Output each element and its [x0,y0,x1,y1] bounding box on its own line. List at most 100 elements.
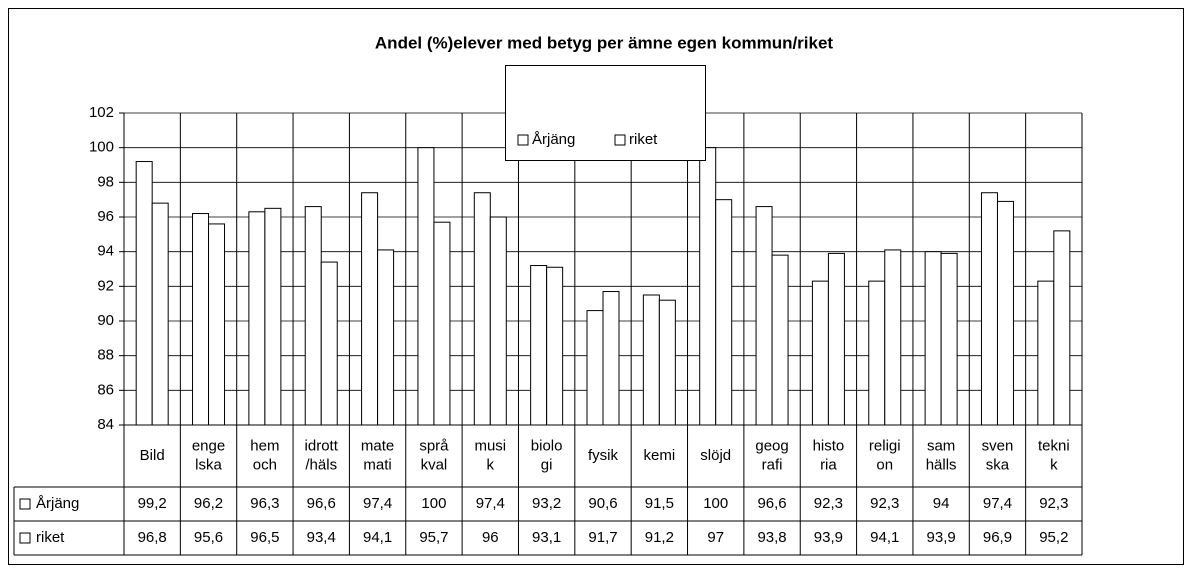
bar [602,291,620,426]
bar [715,199,733,426]
x-tick-label: ska [986,456,1010,473]
bar [473,192,491,426]
table-value: 94 [933,495,950,512]
y-tick-label: 90 [97,312,114,329]
table-value: 93,4 [307,529,336,546]
table-value: 96,2 [194,495,223,512]
bar [361,192,379,426]
bar [135,161,153,426]
bar [192,213,210,426]
x-tick-label: Bild [140,447,165,464]
y-tick-label: 96 [97,208,114,225]
x-tick-label: lska [195,456,222,473]
table-value: 93,2 [532,495,561,512]
table-value: 97,4 [476,495,505,512]
bar [377,249,395,426]
x-tick-label: hem [250,437,279,454]
bar [868,280,886,426]
table-value: 97,4 [363,495,392,512]
x-tick-label: mate [361,437,394,454]
bar [924,251,942,426]
table-value: 90,6 [588,495,617,512]
legend-box [505,65,706,161]
table-value: 97 [707,529,724,546]
table-value: 93,8 [757,529,786,546]
bar [996,200,1014,426]
table-value: 96,6 [757,495,786,512]
x-tick-label: och [253,456,277,473]
y-tick-label: 100 [89,139,114,156]
table-value: 95,2 [1039,529,1068,546]
y-tick-label: 86 [97,381,114,398]
table-value: 95,6 [194,529,223,546]
table-series-name: Årjäng [36,495,79,512]
x-tick-label: biolo [531,437,563,454]
x-tick-label: språ [419,437,449,454]
table-value: 100 [703,495,728,512]
x-tick-label: enge [192,437,225,454]
y-tick-label: 94 [97,243,114,260]
bar [320,261,338,426]
bar [884,249,902,426]
table-value: 96,6 [307,495,336,512]
legend-label: riket [629,131,658,148]
x-tick-label: kval [421,456,448,473]
legend-swatch [517,134,529,146]
x-tick-label: ria [820,456,837,473]
x-tick-label: musi [474,437,506,454]
x-tick-label: hälls [926,456,957,473]
bar [1037,280,1055,426]
x-tick-label: geog [755,437,788,454]
bar [699,147,717,426]
x-tick-label: fysik [588,447,619,464]
bar [530,265,548,426]
table-value: 91,2 [645,529,674,546]
x-tick-label: /häls [305,456,337,473]
table-series-name: riket [36,529,65,546]
table-value: 99,2 [138,495,167,512]
x-tick-label: slöjd [700,447,731,464]
bar [827,252,845,426]
y-tick-label: 88 [97,347,114,364]
table-value: 94,1 [363,529,392,546]
chart-title: Andel (%)elever med betyg per ämne egen … [375,33,834,52]
bar [940,252,958,426]
legend-swatch [19,498,31,510]
y-tick-label: 92 [97,277,114,294]
bar [304,206,322,426]
x-tick-label: rafi [762,456,783,473]
table-value: 92,3 [814,495,843,512]
table-value: 91,7 [588,529,617,546]
table-value: 93,9 [814,529,843,546]
table-value: 96,9 [983,529,1012,546]
table-value: 92,3 [1039,495,1068,512]
bar [433,221,451,426]
bar [811,280,829,426]
legend-swatch [614,134,626,146]
bar [658,299,676,426]
table-value: 91,5 [645,495,674,512]
x-tick-label: kemi [644,447,676,464]
table-value: 96,5 [250,529,279,546]
table-value: 94,1 [870,529,899,546]
x-tick-label: on [876,456,893,473]
x-tick-label: k [487,456,495,473]
bar [264,207,282,426]
bar [208,223,226,426]
bar [248,211,266,426]
bar [771,254,789,426]
bar [586,310,604,426]
y-tick-label: 102 [89,104,114,121]
bar [1053,230,1071,426]
table-value: 96,8 [138,529,167,546]
bar [642,294,660,426]
x-tick-label: tekni [1038,437,1070,454]
bar [980,192,998,426]
x-tick-label: k [1050,456,1058,473]
table-value: 96 [482,529,499,546]
table-value: 100 [421,495,446,512]
x-tick-label: histo [813,437,845,454]
y-tick-label: 84 [97,416,114,433]
table-value: 95,7 [419,529,448,546]
